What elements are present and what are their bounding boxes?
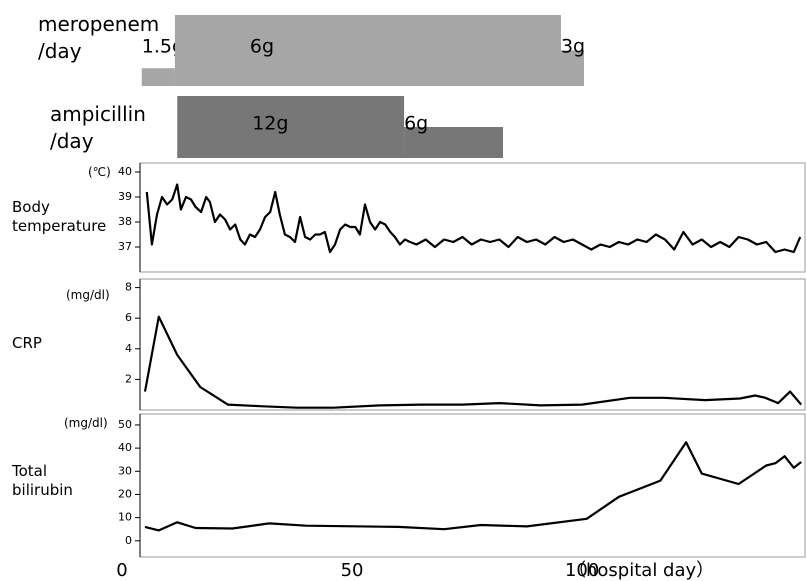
y-unit: (mg/dl) — [64, 416, 108, 430]
y-tick-label: 10 — [118, 511, 132, 524]
y-tick-label: 40 — [118, 165, 132, 178]
y-axis-label: CRP — [12, 334, 42, 352]
x-tick-label: 100 — [565, 560, 599, 581]
y-unit: (mg/dl) — [66, 288, 110, 302]
dose-label: 6g — [250, 35, 274, 57]
dose-label: 6g — [404, 112, 428, 134]
y-axis-label: Total bilirubin — [12, 462, 73, 499]
y-tick-label: 8 — [125, 281, 132, 294]
y-unit: (℃) — [88, 165, 111, 179]
dose-bar — [141, 68, 175, 86]
panel-frame — [139, 278, 806, 411]
dose-label: 1.5g — [142, 35, 184, 57]
data-line — [144, 441, 802, 532]
y-tick-label: 30 — [118, 464, 132, 477]
drug-name: meropenem — [38, 12, 160, 36]
dose-bar — [174, 15, 561, 86]
y-tick-label: 4 — [125, 342, 132, 355]
y-tick-label: 39 — [118, 190, 132, 203]
data-line — [143, 315, 803, 409]
drug-unit: /day — [50, 129, 94, 153]
x-axis-label: （hospital day） — [568, 560, 714, 581]
y-tick-label: 20 — [118, 487, 132, 500]
dose-bar — [560, 50, 584, 86]
x-tick-label: 50 — [341, 560, 364, 581]
y-tick-label: 2 — [125, 372, 132, 385]
dose-bar — [177, 96, 405, 158]
y-axis-label: Body temperature — [12, 198, 107, 235]
panel-frame — [139, 413, 806, 558]
dose-label: 12g — [252, 112, 288, 134]
drug-unit: /day — [38, 39, 82, 63]
y-tick-label: 0 — [125, 534, 132, 547]
panel-frame — [139, 162, 806, 273]
drug-name: ampicillin — [50, 102, 146, 126]
data-line — [145, 183, 802, 254]
dose-label: 3g — [561, 35, 585, 57]
y-tick-label: 40 — [118, 441, 132, 454]
dose-bar — [404, 127, 503, 158]
x-tick-label: 0 — [116, 560, 127, 581]
y-tick-label: 37 — [118, 240, 132, 253]
y-tick-label: 38 — [118, 215, 132, 228]
y-tick-label: 6 — [125, 311, 132, 324]
y-tick-label: 50 — [118, 418, 132, 431]
